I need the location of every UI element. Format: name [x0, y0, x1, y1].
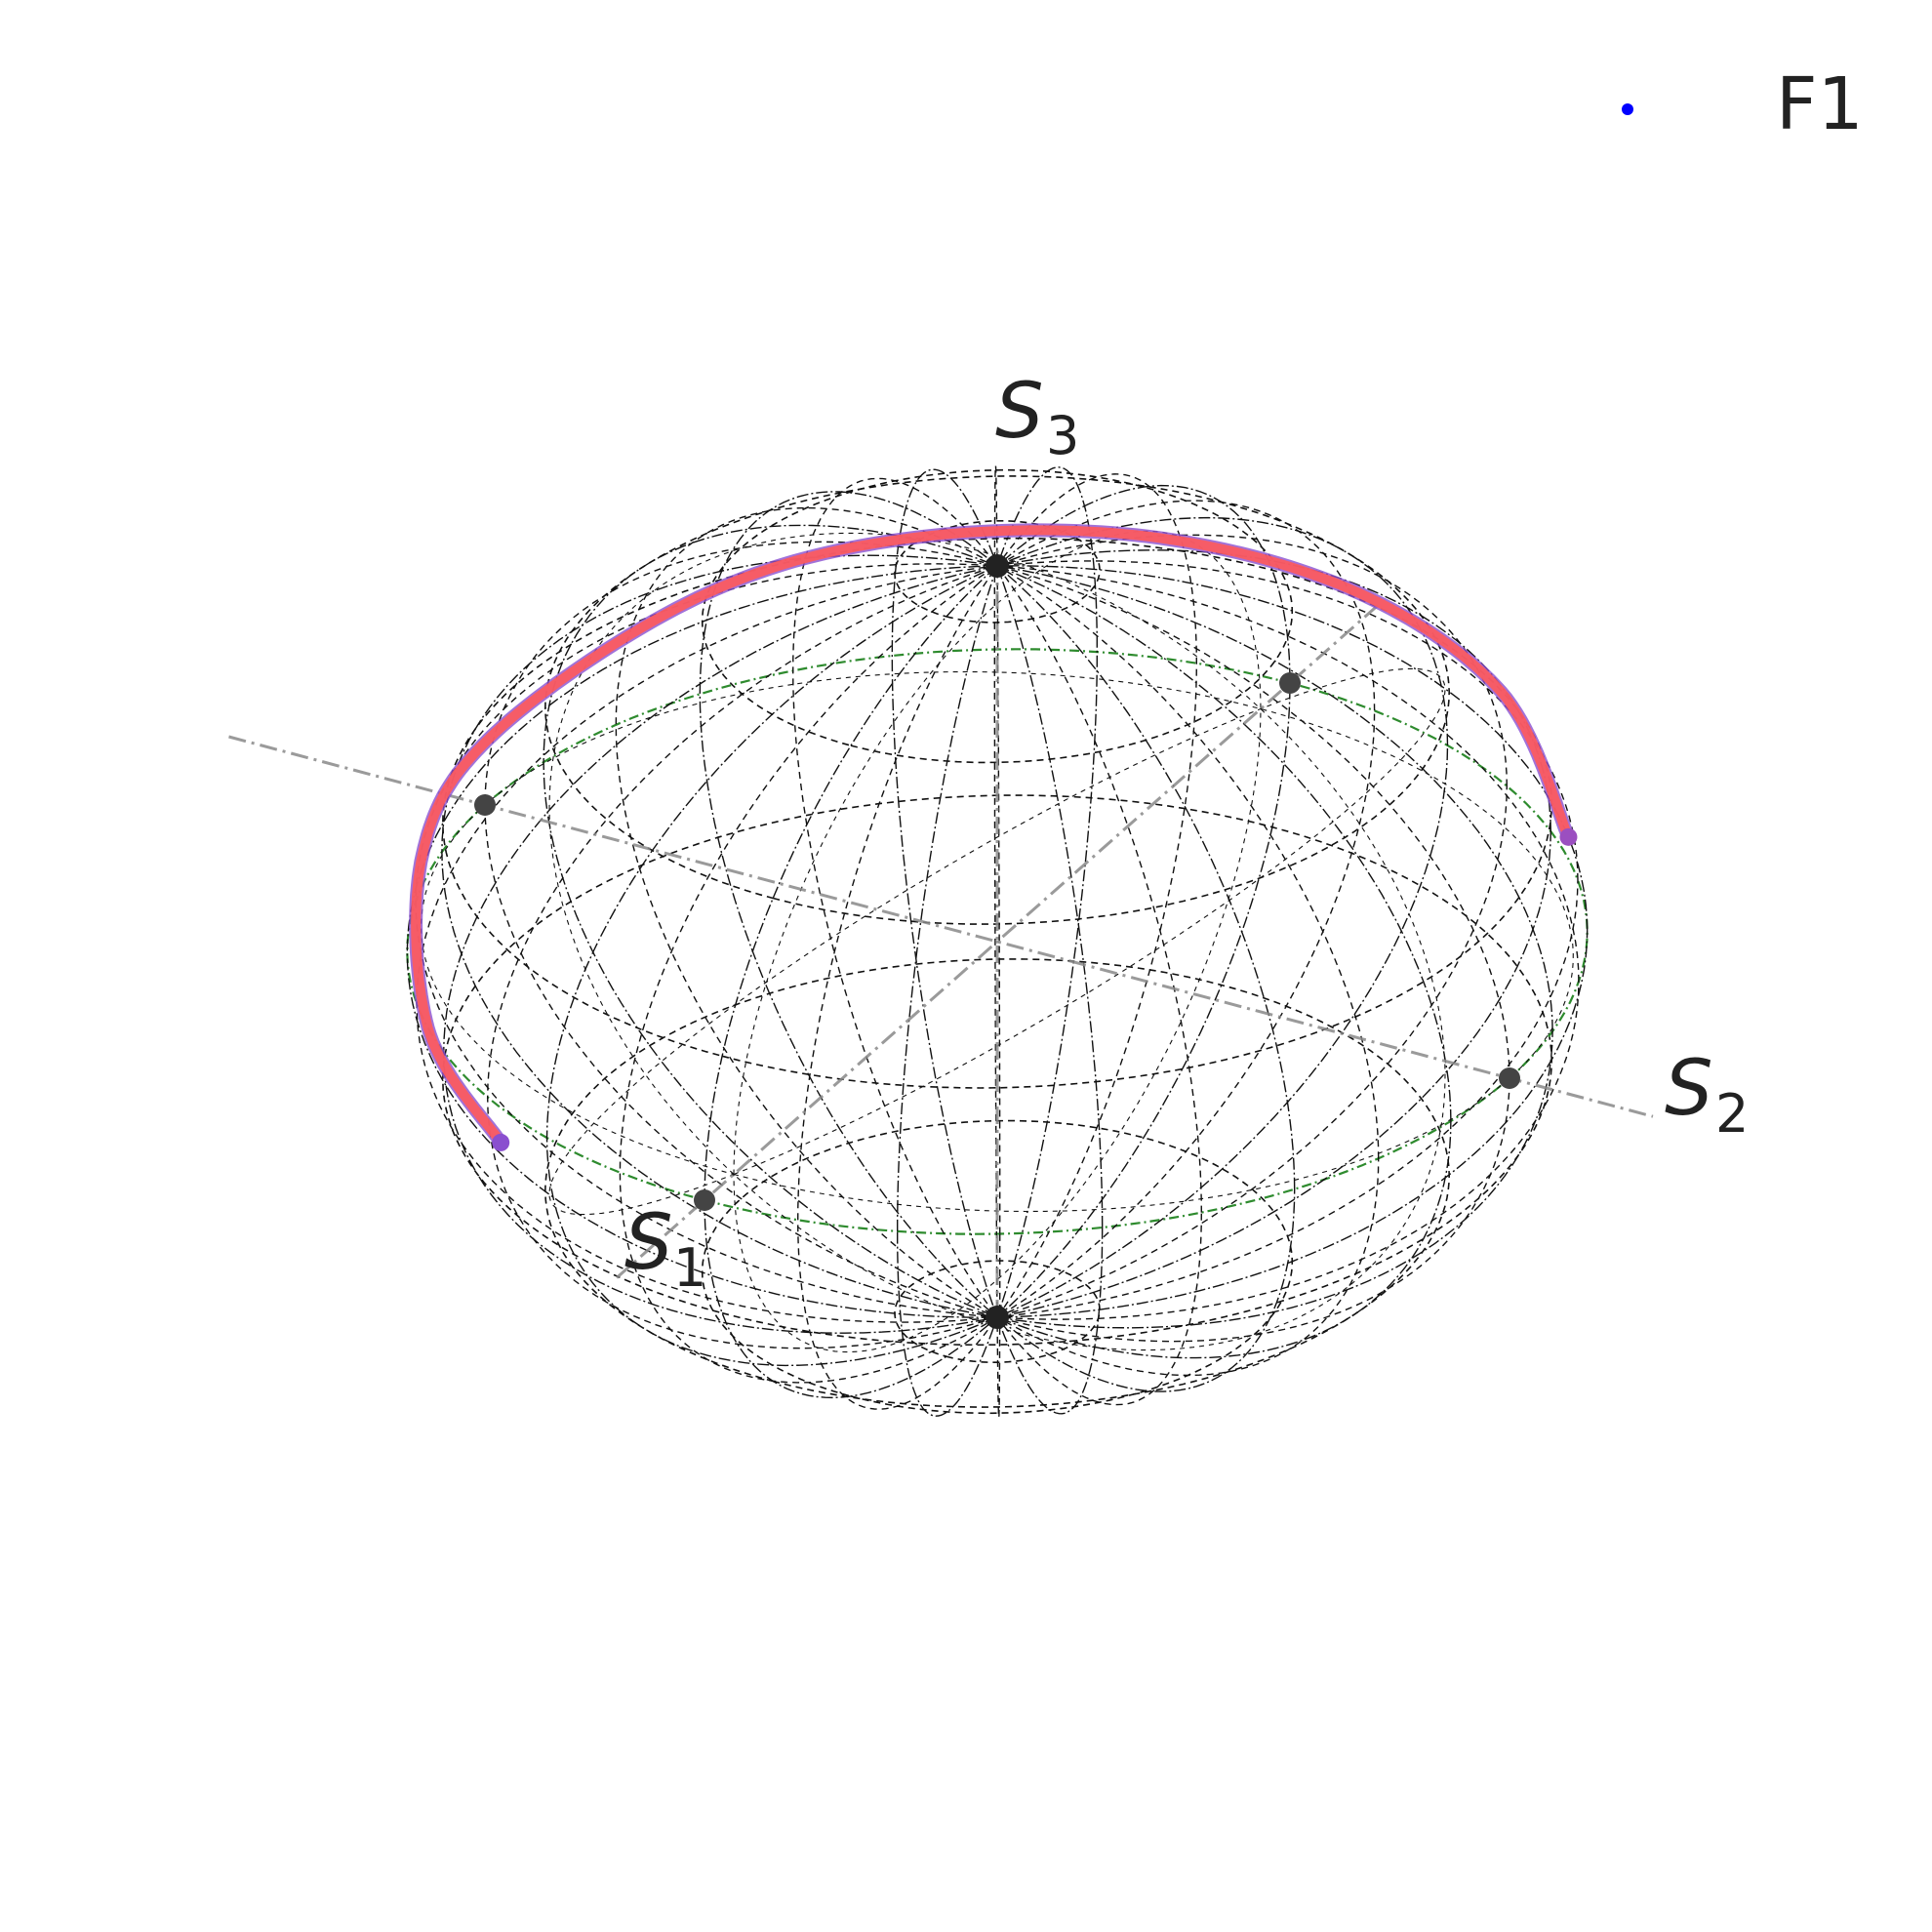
auxiliary-circle — [733, 530, 1262, 1353]
s2-axis-label: S — [1665, 1045, 1713, 1133]
reference-points — [474, 554, 1520, 1329]
reference-point-plusminus-s3 — [986, 554, 1009, 578]
trajectory-start-marker — [492, 1133, 510, 1151]
reference-point-minus-s3 — [986, 1306, 1009, 1329]
reference-point-minus-s1 — [1279, 672, 1301, 694]
reference-point-minus-s2 — [474, 794, 496, 816]
stokes-axes — [228, 546, 1654, 1317]
legend-marker-f1 — [1622, 103, 1633, 115]
longitude-circle — [891, 468, 1104, 1415]
legend: F1 — [1622, 62, 1864, 146]
s1-axis-label: S — [624, 1199, 673, 1287]
longitude-circle — [615, 506, 1380, 1377]
f1-trajectory — [409, 523, 1578, 1151]
longitude-circle — [897, 466, 1098, 1417]
s2-axis-line — [228, 735, 1654, 1118]
longitude-circle — [791, 477, 1202, 1406]
auxiliary-circle — [548, 532, 1446, 1351]
reference-point-plusminus-s2 — [1499, 1067, 1520, 1089]
s3-axis-subscript: 3 — [1046, 405, 1079, 466]
longitude-circle — [699, 491, 1296, 1392]
auxiliary-circle — [548, 667, 1446, 1216]
s3-axis-label: S — [995, 368, 1044, 456]
trajectory-line — [411, 525, 1574, 1147]
latitude-circle — [441, 537, 1553, 1089]
longitude-circle — [486, 534, 1508, 1349]
longitude-circle — [619, 500, 1376, 1384]
longitude-circle — [441, 554, 1553, 1329]
longitude-circle — [545, 516, 1449, 1367]
legend-label-f1: F1 — [1776, 62, 1864, 146]
s1-axis-subscript: 1 — [673, 1237, 706, 1299]
reference-point-plusminus-s1 — [694, 1189, 715, 1211]
longitude-circle — [797, 473, 1198, 1410]
longitude-circle — [543, 524, 1452, 1359]
trajectory-end-marker — [1559, 827, 1578, 846]
s2-axis-subscript: 2 — [1715, 1083, 1749, 1145]
longitude-circle — [406, 565, 1589, 1318]
s1-axis-line — [616, 604, 1379, 1279]
